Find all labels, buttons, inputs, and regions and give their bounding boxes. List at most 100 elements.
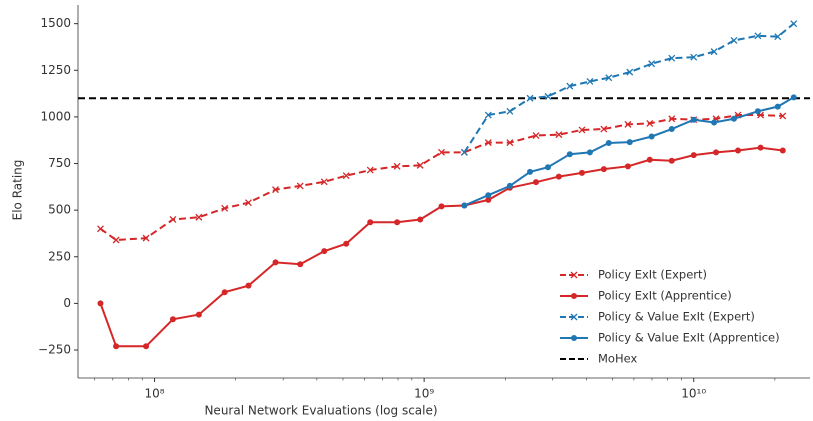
marker [321, 248, 328, 255]
marker [342, 172, 350, 180]
y-tick-label: 1500 [40, 16, 71, 30]
marker [730, 36, 738, 44]
marker [779, 147, 786, 154]
x-axis-label: Neural Network Evaluations (log scale) [204, 404, 437, 418]
marker [605, 140, 612, 147]
marker [485, 196, 492, 203]
marker [646, 119, 654, 127]
marker [586, 78, 594, 85]
marker [735, 147, 742, 154]
y-tick-label: 1250 [40, 63, 71, 77]
marker [97, 300, 104, 307]
marker [648, 60, 656, 68]
marker [195, 213, 203, 221]
marker [112, 236, 120, 244]
marker [485, 192, 492, 199]
marker [668, 115, 676, 123]
marker [578, 169, 585, 176]
marker [600, 166, 607, 173]
marker [648, 133, 655, 140]
marker [646, 156, 653, 163]
marker [668, 126, 675, 133]
marker [244, 199, 252, 207]
marker [245, 282, 252, 289]
y-tick-label: 750 [48, 156, 71, 170]
marker [710, 48, 718, 56]
marker [526, 168, 533, 175]
marker [366, 166, 374, 174]
marker [460, 148, 468, 156]
legend: Policy ExIt (Expert) Policy ExIt (Apprent… [560, 268, 780, 366]
marker [195, 311, 202, 318]
marker [754, 32, 762, 40]
marker [566, 82, 574, 90]
marker [169, 216, 177, 223]
marker [605, 74, 613, 82]
legend-label: Policy ExIt (Apprentice) [598, 289, 732, 303]
marker [320, 178, 328, 186]
y-axis-label: Elo Rating [11, 160, 25, 221]
series-line [463, 96, 795, 207]
marker [668, 157, 675, 164]
marker [600, 125, 608, 133]
marker [113, 343, 120, 350]
marker [526, 94, 534, 102]
marker [730, 115, 737, 122]
legend-label: Policy & Value ExIt (Expert) [598, 310, 755, 324]
legend-label: Policy ExIt (Expert) [598, 268, 707, 282]
legend-label: Policy & Value ExIt (Apprentice) [598, 331, 780, 345]
marker [544, 164, 551, 171]
legend-marker [570, 313, 578, 321]
marker [142, 234, 150, 242]
marker [367, 219, 374, 226]
y-tick-label: 250 [48, 249, 71, 263]
series-line [463, 22, 795, 153]
marker [272, 186, 279, 194]
marker [394, 219, 401, 226]
marker [774, 103, 781, 110]
marker [757, 144, 764, 151]
legend-marker [571, 335, 577, 341]
marker [690, 53, 698, 61]
marker [578, 126, 586, 134]
marker [438, 148, 445, 156]
marker [272, 259, 279, 266]
series-line [99, 146, 783, 348]
x-tick-label: 10⁹ [414, 387, 434, 401]
marker [668, 54, 676, 62]
marker [143, 343, 150, 350]
marker [506, 139, 514, 147]
marker [169, 316, 176, 323]
series-line [99, 114, 783, 242]
marker [555, 131, 563, 139]
legend-label: MoHex [598, 352, 637, 366]
marker [544, 92, 552, 100]
y-tick-label: 500 [48, 203, 71, 217]
y-tick-label: −250 [38, 343, 71, 357]
marker [690, 116, 697, 123]
marker [779, 112, 787, 120]
legend-marker [570, 271, 578, 279]
marker [713, 149, 720, 156]
marker [506, 107, 514, 115]
marker [343, 240, 350, 247]
marker [221, 204, 229, 212]
marker [790, 94, 797, 101]
marker [690, 152, 697, 159]
marker [711, 119, 718, 126]
marker [221, 289, 228, 296]
marker [626, 68, 634, 76]
marker [566, 151, 573, 158]
marker [624, 163, 631, 170]
marker [484, 139, 492, 147]
marker [754, 108, 761, 115]
marker [532, 132, 540, 140]
marker [626, 139, 633, 146]
marker [790, 20, 798, 28]
marker [555, 173, 562, 180]
y-tick-label: 1000 [40, 109, 71, 123]
marker [533, 179, 540, 186]
marker [461, 202, 468, 209]
marker [97, 225, 104, 233]
